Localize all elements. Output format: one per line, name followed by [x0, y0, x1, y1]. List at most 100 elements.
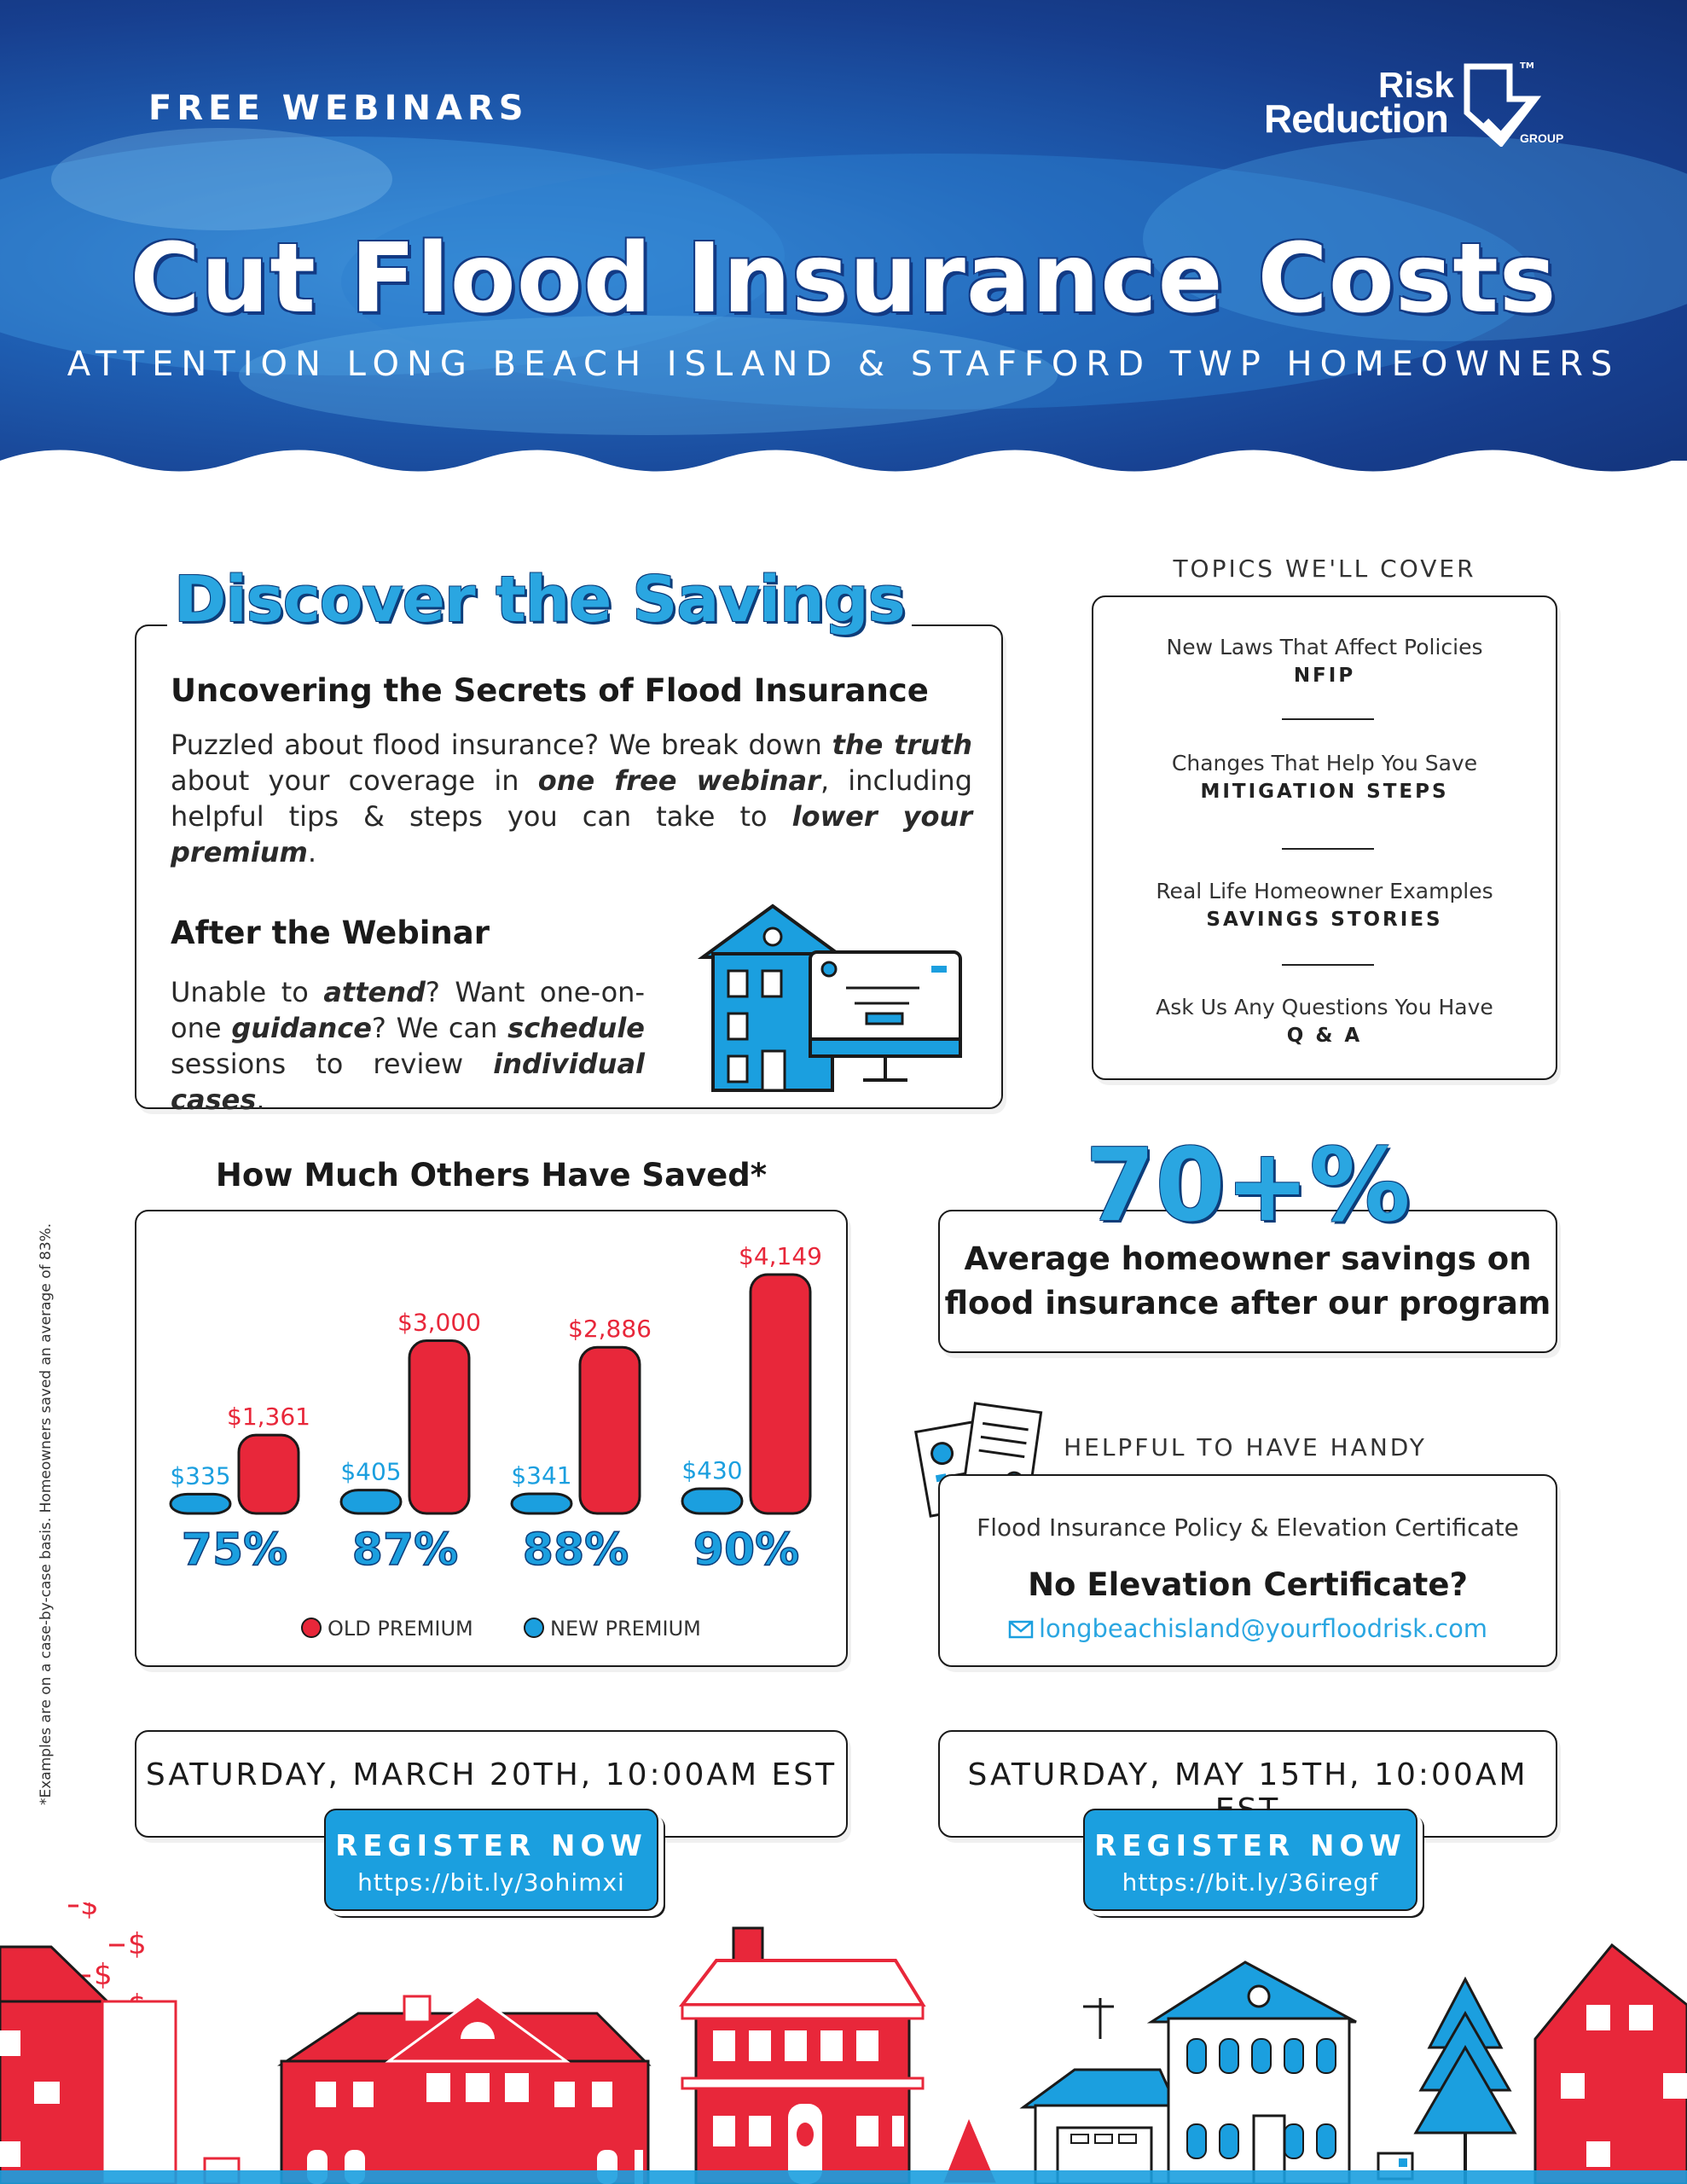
topic-divider [1282, 718, 1374, 720]
register-url: https://bit.ly/3ohimxi [357, 1868, 625, 1896]
topic-text: Real Life Homeowner Examples [1156, 879, 1493, 903]
logo-word-group: GROUP [1520, 131, 1564, 145]
p2-emphasis: attend [323, 976, 426, 1008]
savings-line-2: flood insurance after our program [944, 1285, 1551, 1321]
legend-new-dot [524, 1618, 544, 1638]
bar-old-premium [237, 1433, 300, 1515]
topic-divider [1282, 848, 1374, 850]
handy-heading: HELPFUL TO HAVE HANDY [1064, 1433, 1427, 1461]
savings-percentage: 70+% [1085, 1126, 1411, 1244]
category-percent-label: 75% [182, 1525, 287, 1576]
p1-text: , including helpful tips & steps you can… [171, 764, 973, 833]
discover-title: Discover the Savings [167, 563, 912, 636]
register-label: REGISTER NOW [1094, 1829, 1406, 1863]
bar-new-premium [169, 1492, 232, 1515]
topic-label: Q & A [1286, 1025, 1363, 1047]
svg-text:$: $ [94, 1958, 113, 1992]
handy-documents: Flood Insurance Policy & Elevation Certi… [977, 1513, 1519, 1542]
town-illustration: $$$$ [0, 1902, 1687, 2184]
topic-item: New Laws That Affect Policies NFIP [1093, 635, 1556, 687]
topic-item: Changes That Help You Save MITIGATION ST… [1093, 751, 1556, 803]
logo-word-risk: Risk [1378, 65, 1454, 105]
p2-emphasis: schedule [507, 1012, 645, 1044]
p2-text: ? We can [371, 1012, 508, 1044]
page-subtitle: ATTENTION LONG BEACH ISLAND & STAFFORD T… [67, 345, 1620, 384]
register-url: https://bit.ly/36iregf [1122, 1868, 1379, 1896]
p1-emphasis: lower your premium [171, 800, 973, 868]
legend-old-label: OLD PREMIUM [328, 1617, 473, 1641]
category-percent-label: 87% [352, 1525, 458, 1576]
bar-value-label: $341 [511, 1461, 571, 1490]
webinar-date: SATURDAY, MARCH 20TH, 10:00AM EST [145, 1757, 838, 1792]
logo-arrow-icon [1464, 63, 1542, 147]
topic-item: Real Life Homeowner Examples SAVINGS STO… [1093, 879, 1556, 931]
bar-new-premium [681, 1487, 744, 1515]
p2-text: ? Want one-on-one [171, 976, 646, 1044]
register-label: REGISTER NOW [335, 1829, 647, 1863]
topic-label: MITIGATION STEPS [1200, 781, 1449, 803]
p1-text: about your coverage in [171, 764, 538, 797]
bar-new-premium [510, 1492, 573, 1515]
logo-trademark: TM [1520, 61, 1534, 71]
savings-line-1: Average homeowner savings on [964, 1240, 1532, 1277]
category-percent-label: 90% [693, 1525, 799, 1576]
contact-email-link[interactable]: longbeachisland@yourfloodrisk.com [940, 1614, 1556, 1645]
logo-word-reduction: Reduction [1264, 96, 1449, 141]
hero-banner: FREE WEBINARS Risk Reduction GROUP TM Cu… [0, 0, 1687, 478]
company-logo: Risk Reduction GROUP TM [1259, 61, 1583, 155]
savings-bar-chart: $335 $1,361 75% $405 $3,000 87% $341 $2,886 88% $… [169, 1242, 822, 1641]
topic-text: Ask Us Any Questions You Have [1156, 995, 1493, 1019]
handy-card: Flood Insurance Policy & Elevation Certi… [938, 1474, 1557, 1667]
p2-emphasis: individual cases [171, 1048, 645, 1116]
topic-item: Ask Us Any Questions You Have Q & A [1093, 995, 1556, 1047]
p1-emphasis: the truth [832, 729, 973, 761]
p2-text: . [256, 1083, 265, 1116]
secrets-heading: Uncovering the Secrets of Flood Insuranc… [171, 672, 929, 709]
secrets-paragraph: Puzzled about flood insurance? We break … [171, 727, 972, 870]
bar-value-label: $1,361 [227, 1403, 310, 1431]
bar-value-label: $4,149 [739, 1242, 822, 1270]
topic-text: Changes That Help You Save [1171, 751, 1478, 775]
handy-question: No Elevation Certificate? [1028, 1566, 1468, 1603]
email-text: longbeachisland@yourfloodrisk.com [1038, 1614, 1488, 1643]
discover-card: Uncovering the Secrets of Flood Insuranc… [135, 624, 1003, 1116]
svg-text:$: $ [128, 1927, 147, 1961]
bar-new-premium [339, 1489, 403, 1515]
footnote: *Examples are on a case-by-case basis. H… [38, 1223, 55, 1805]
p2-text: sessions to review [171, 1048, 494, 1080]
bar-value-label: $335 [170, 1461, 230, 1490]
topic-divider [1282, 964, 1374, 966]
p1-text: Puzzled about flood insurance? We break … [171, 729, 832, 761]
bar-value-label: $405 [340, 1458, 401, 1486]
register-button-1[interactable]: REGISTER NOW https://bit.ly/3ohimxi [324, 1809, 658, 1911]
wave-graphic [0, 128, 1687, 478]
category-percent-label: 88% [523, 1525, 629, 1576]
bar-old-premium [578, 1345, 641, 1515]
p2-emphasis: guidance [231, 1012, 372, 1044]
bar-value-label: $2,886 [568, 1315, 652, 1343]
after-webinar-paragraph: Unable to attend? Want one-on-one guidan… [171, 974, 645, 1118]
legend-new-label: NEW PREMIUM [550, 1617, 701, 1641]
topic-label: NFIP [1293, 665, 1356, 687]
legend-old-dot [301, 1618, 322, 1638]
house-computer-illustration [697, 903, 962, 1092]
svg-text:$: $ [80, 1902, 99, 1922]
topic-text: New Laws That Affect Policies [1166, 635, 1483, 659]
savings-chart-card: $335 $1,361 75% $405 $3,000 87% $341 $2,886 88% $… [135, 1210, 848, 1667]
page-title: Cut Flood Insurance Costs [130, 224, 1557, 334]
eyebrow-label: FREE WEBINARS [148, 89, 529, 128]
savings-card: Average homeowner savings on flood insur… [938, 1210, 1557, 1353]
bar-old-premium [749, 1273, 812, 1515]
savings-text: Average homeowner savings on flood insur… [940, 1237, 1556, 1326]
topic-label: SAVINGS STORIES [1206, 909, 1443, 931]
register-button-2[interactable]: REGISTER NOW https://bit.ly/36iregf [1083, 1809, 1417, 1911]
topics-card: New Laws That Affect Policies NFIP Chang… [1092, 595, 1557, 1080]
bar-value-label: $430 [681, 1456, 742, 1484]
p1-emphasis: one free webinar [537, 764, 820, 797]
bar-old-premium [408, 1339, 471, 1515]
p2-text: Unable to [171, 976, 324, 1008]
p1-text: . [307, 836, 316, 868]
after-webinar-heading: After the Webinar [171, 915, 490, 951]
mail-icon [1008, 1616, 1034, 1645]
topics-heading: TOPICS WE'LL COVER [1173, 555, 1476, 583]
